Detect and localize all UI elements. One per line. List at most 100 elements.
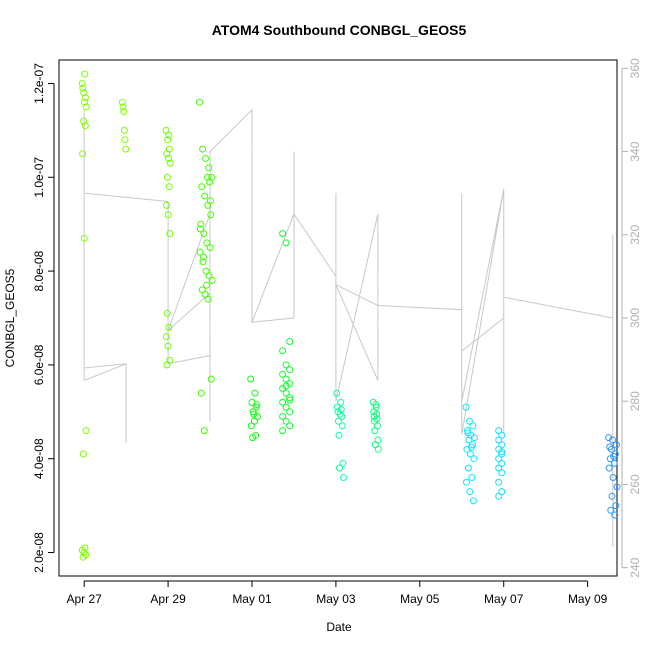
- data-point: [279, 398, 287, 406]
- data-point: [286, 338, 294, 345]
- data-point: [163, 309, 171, 317]
- y-tick-label: 1.2e-07: [32, 63, 46, 104]
- data-point: [498, 459, 506, 467]
- data-point: [165, 183, 173, 191]
- data-point: [609, 474, 617, 481]
- data-point: [118, 98, 126, 106]
- data-point: [282, 403, 290, 411]
- data-point: [121, 136, 129, 144]
- data-point: [334, 408, 342, 416]
- y-tick-label: 8.0e-08: [32, 250, 46, 291]
- data-point: [163, 150, 171, 158]
- y-axis-label: CONBGL_GEOS5: [3, 268, 17, 367]
- data-point: [79, 450, 87, 458]
- x-axis: Apr 27 Apr 29 May 01 May 03 May 05 May 07 May …: [66, 580, 608, 606]
- data-point: [611, 511, 619, 519]
- y2-tick-label: 340: [628, 141, 642, 161]
- y2-tick-label: 280: [628, 391, 642, 411]
- data-point: [207, 211, 215, 219]
- data-point: [279, 347, 287, 355]
- series-cluster-may09: [605, 434, 621, 519]
- data-point: [251, 389, 259, 397]
- data-point: [282, 389, 290, 397]
- data-point: [122, 145, 130, 153]
- y2-tick-label: 320: [628, 224, 642, 244]
- data-point: [286, 422, 294, 430]
- data-point: [166, 230, 174, 238]
- data-point: [282, 382, 290, 390]
- data-point: [336, 464, 343, 472]
- data-point: [495, 492, 503, 500]
- data-point: [463, 478, 470, 486]
- data-point: [286, 394, 294, 402]
- data-point: [206, 244, 214, 252]
- data-point: [208, 277, 216, 284]
- data-point: [495, 478, 503, 486]
- data-point: [196, 225, 204, 233]
- data-point: [79, 150, 87, 158]
- data-point: [80, 89, 88, 97]
- data-point: [82, 94, 89, 101]
- data-point: [207, 375, 215, 383]
- data-point: [462, 403, 470, 411]
- series-cluster-apr29: [162, 126, 174, 369]
- data-point: [250, 417, 258, 425]
- data-point: [335, 431, 343, 439]
- data-point: [613, 483, 621, 491]
- data-point: [196, 98, 203, 106]
- data-point: [164, 173, 171, 181]
- data-point: [612, 441, 620, 449]
- series-cluster-may01b: [279, 230, 294, 435]
- data-point: [469, 497, 477, 505]
- data-point: [610, 459, 618, 467]
- chart-title: ATOM4 Southbound CONBGL_GEOS5: [212, 22, 467, 38]
- data-point: [202, 155, 210, 162]
- data-point: [253, 401, 261, 409]
- series-cluster-apr28: [118, 98, 130, 153]
- data-point: [164, 342, 172, 350]
- y-tick-label: 6.0e-08: [32, 344, 46, 385]
- data-point: [282, 375, 290, 383]
- series-cluster-apr27-high: [78, 70, 90, 561]
- data-point: [79, 553, 87, 561]
- y-axis-right: 240 260 280 300 320 340 360: [621, 58, 642, 578]
- series-cluster-may07: [495, 427, 506, 500]
- y2-tick-label: 240: [628, 557, 642, 577]
- data-point: [374, 445, 382, 453]
- data-point: [337, 398, 345, 406]
- y2-tick-label: 300: [628, 308, 642, 328]
- data-point: [80, 234, 88, 242]
- data-point: [205, 164, 213, 172]
- data-point: [610, 452, 618, 460]
- data-point: [198, 183, 206, 191]
- data-point: [336, 410, 344, 418]
- data-point: [197, 389, 205, 397]
- points-layer: [78, 70, 621, 561]
- data-point: [279, 427, 287, 435]
- x-tick-label: May 01: [232, 592, 272, 606]
- data-point: [200, 427, 208, 435]
- data-point: [80, 117, 88, 125]
- y2-tick-label: 360: [628, 58, 642, 78]
- data-point: [286, 408, 294, 416]
- y-tick-label: 2.0e-08: [32, 532, 46, 573]
- data-point: [165, 323, 173, 331]
- series-cluster-may01: [247, 375, 261, 442]
- x-tick-label: May 07: [484, 592, 524, 606]
- x-tick-label: May 09: [568, 592, 608, 606]
- data-point: [498, 450, 506, 458]
- data-point: [608, 492, 616, 500]
- series-cluster-may04: [369, 398, 382, 453]
- data-point: [498, 448, 506, 456]
- data-point: [605, 464, 613, 472]
- y-tick-label: 4.0e-08: [32, 438, 46, 479]
- data-point: [498, 431, 506, 439]
- data-point: [204, 295, 212, 303]
- data-point: [465, 417, 473, 425]
- data-point: [120, 126, 128, 134]
- data-point: [200, 253, 207, 261]
- series-cluster-may06: [462, 403, 478, 505]
- data-point: [282, 417, 290, 425]
- data-point: [606, 443, 614, 451]
- y-tick-label: 1.0e-07: [32, 157, 46, 198]
